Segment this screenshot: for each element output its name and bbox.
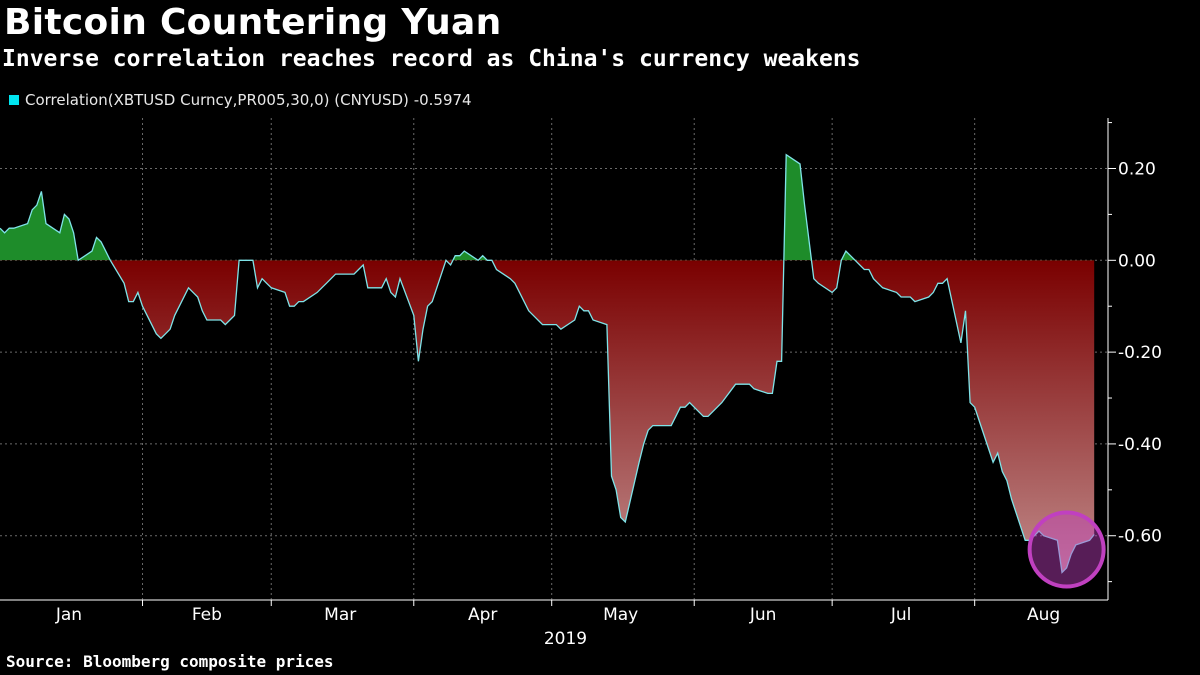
y-tick-label: 0.00 <box>1118 251 1156 271</box>
chart-title: Bitcoin Countering Yuan <box>4 2 502 43</box>
positive-area <box>0 154 856 261</box>
y-tick-label: -0.60 <box>1118 527 1162 547</box>
x-tick-label: Apr <box>468 605 497 625</box>
legend-series-name: Correlation(XBTUSD Curncy,PR005,30,0) (C… <box>25 91 409 109</box>
legend-last-value: -0.5974 <box>413 91 472 109</box>
x-tick-label: Feb <box>192 605 222 625</box>
highlight-circle <box>1027 510 1106 589</box>
x-tick-label: Jan <box>55 605 82 625</box>
source-note: Source: Bloomberg composite prices <box>6 652 334 671</box>
legend-swatch <box>9 95 19 105</box>
series-line <box>0 153 1095 574</box>
x-tick-label: May <box>603 605 638 625</box>
chart-subtitle: Inverse correlation reaches record as Ch… <box>2 46 861 72</box>
y-tick-label: -0.40 <box>1118 435 1162 455</box>
y-tick-label: 0.20 <box>1118 159 1156 179</box>
x-tick-label: Aug <box>1027 605 1060 625</box>
x-year-label: 2019 <box>544 629 587 649</box>
negative-area <box>0 260 1095 573</box>
x-tick-label: Mar <box>324 605 356 625</box>
x-tick-label: Jul <box>890 605 912 625</box>
legend: Correlation(XBTUSD Curncy,PR005,30,0) (C… <box>9 91 472 109</box>
x-tick-label: Jun <box>749 605 777 625</box>
y-tick-label: -0.20 <box>1118 343 1162 363</box>
